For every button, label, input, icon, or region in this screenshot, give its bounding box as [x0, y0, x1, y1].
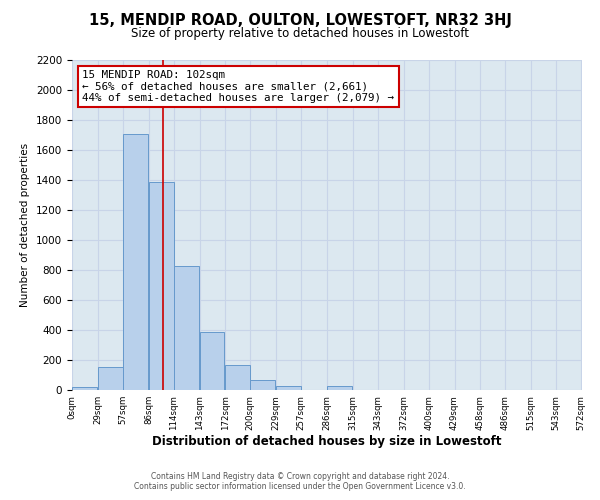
Text: Contains HM Land Registry data © Crown copyright and database right 2024.
Contai: Contains HM Land Registry data © Crown c…: [134, 472, 466, 491]
Bar: [98, 367, 123, 390]
Bar: [250, 380, 275, 390]
Bar: [199, 332, 224, 390]
X-axis label: Distribution of detached houses by size in Lowestoft: Distribution of detached houses by size …: [152, 436, 502, 448]
Bar: [72, 387, 97, 390]
Y-axis label: Number of detached properties: Number of detached properties: [20, 143, 31, 307]
Text: 15 MENDIP ROAD: 102sqm
← 56% of detached houses are smaller (2,661)
44% of semi-: 15 MENDIP ROAD: 102sqm ← 56% of detached…: [82, 70, 394, 103]
Text: Size of property relative to detached houses in Lowestoft: Size of property relative to detached ho…: [131, 28, 469, 40]
Bar: [123, 134, 148, 390]
Bar: [149, 182, 173, 390]
Bar: [173, 266, 199, 390]
Text: 15, MENDIP ROAD, OULTON, LOWESTOFT, NR32 3HJ: 15, MENDIP ROAD, OULTON, LOWESTOFT, NR32…: [89, 12, 511, 28]
Bar: [226, 365, 250, 390]
Bar: [327, 386, 352, 390]
Bar: [276, 386, 301, 390]
